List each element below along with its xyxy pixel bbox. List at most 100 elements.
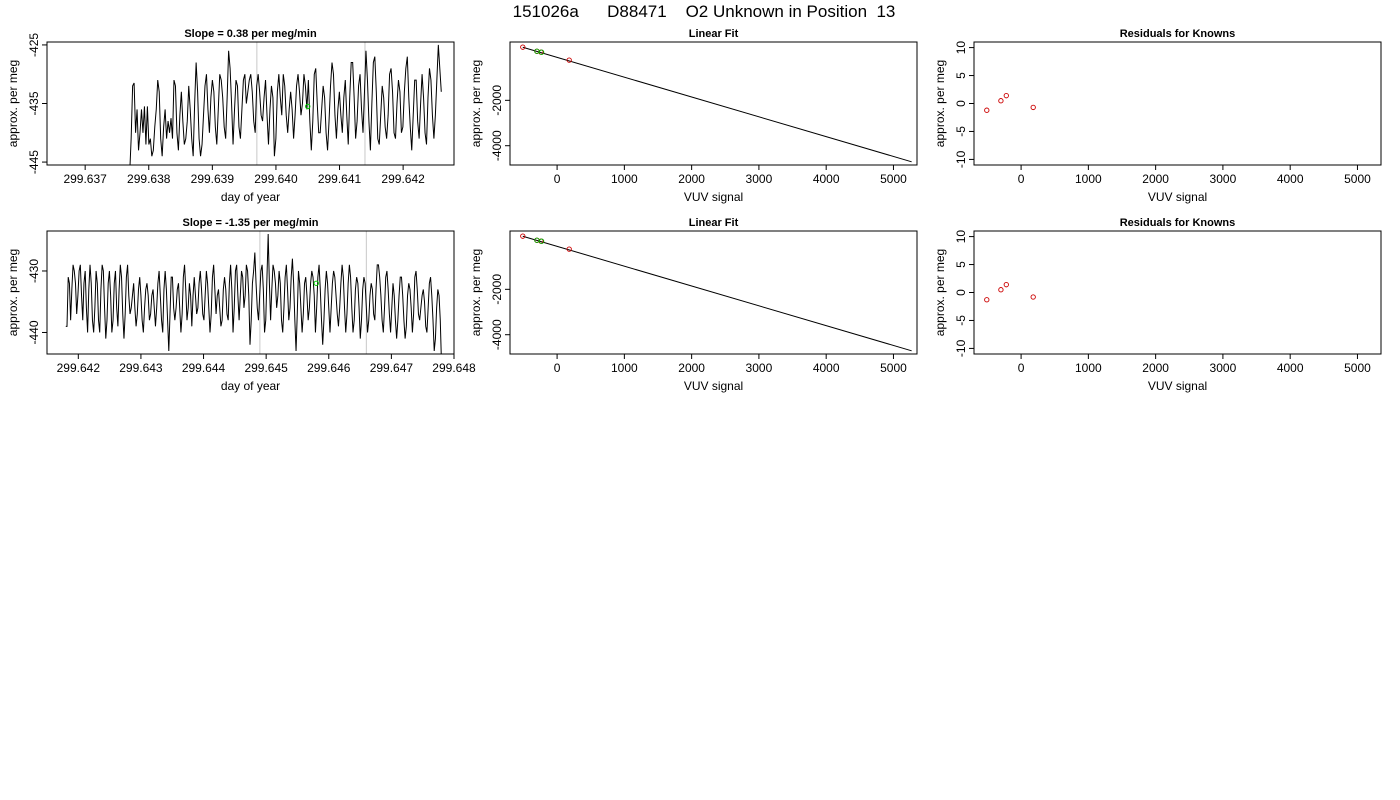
x-tick-label: 299.648 (432, 361, 476, 375)
y-axis-label: approx. per meg (469, 60, 483, 147)
chart-panel-linfit_top: Linear Fit 0 1000 2000 3000 4000 5000 -4000 -200… (469, 28, 918, 204)
y-axis-label: approx. per meg (933, 249, 947, 336)
x-tick-label: 299.642 (57, 361, 101, 375)
x-tick-label: 299.638 (127, 172, 171, 186)
x-axis-label: VUV signal (684, 190, 743, 204)
panel-title: Slope = 0.38 per meg/min (184, 28, 317, 40)
x-tick-label: 0 (554, 172, 561, 186)
x-tick-label: 299.645 (244, 361, 288, 375)
data-point-red (566, 246, 572, 252)
y-tick-label: -445 (27, 150, 41, 174)
panel-data (129, 42, 442, 165)
data-point-red (998, 287, 1004, 293)
data-point-red (520, 233, 526, 239)
y-tick-label: 5 (954, 72, 968, 79)
x-tick-label: 1000 (611, 172, 638, 186)
data-point-red (1003, 282, 1009, 288)
x-tick-label: 3000 (746, 361, 773, 375)
x-tick-label: 2000 (1142, 172, 1169, 186)
x-tick-label: 299.640 (254, 172, 298, 186)
fit-line (522, 46, 912, 163)
x-tick-label: 4000 (1277, 361, 1304, 375)
x-tick-label: 299.643 (119, 361, 163, 375)
panel-title: Residuals for Knowns (1120, 217, 1236, 229)
chart-panels: Slope = 0.38 per meg/min 299.637 299.638 29… (6, 28, 1382, 393)
y-tick-label: 5 (954, 261, 968, 268)
data-point-green (534, 237, 540, 243)
panel-data (984, 93, 1036, 113)
x-axis-label: VUV signal (684, 379, 743, 393)
x-tick-label: 3000 (1210, 361, 1237, 375)
data-point-red (998, 98, 1004, 104)
x-tick-label: 4000 (813, 361, 840, 375)
chart-panel-resid_bottom: Residuals for Knowns 0 1000 2000 3000 4000 500… (933, 217, 1382, 393)
y-tick-label: 0 (954, 289, 968, 296)
x-tick-label: 299.639 (191, 172, 235, 186)
x-tick-label: 299.637 (63, 172, 107, 186)
y-axis-label: approx. per meg (933, 60, 947, 147)
x-tick-label: 299.642 (381, 172, 425, 186)
x-tick-label: 0 (554, 361, 561, 375)
data-point-green (538, 238, 545, 244)
y-tick-label: -425 (27, 33, 41, 57)
x-tick-label: 4000 (813, 172, 840, 186)
data-point-green (534, 48, 540, 54)
chart-panel-drift_top: Slope = 0.38 per meg/min 299.637 299.638 29… (6, 28, 455, 204)
panel-title: Residuals for Knowns (1120, 28, 1236, 40)
y-tick-label: 10 (954, 230, 968, 244)
x-tick-label: 299.641 (318, 172, 362, 186)
x-axis-label: day of year (221, 190, 280, 204)
x-tick-label: 5000 (880, 361, 907, 375)
panel-data (984, 282, 1036, 303)
x-axis-label: VUV signal (1148, 190, 1207, 204)
data-point-red (1030, 104, 1036, 111)
data-point-red (984, 107, 990, 113)
x-tick-label: 299.644 (182, 361, 226, 375)
x-tick-label: 4000 (1277, 172, 1304, 186)
x-tick-label: 1000 (1075, 172, 1102, 186)
x-tick-label: 1000 (1075, 361, 1102, 375)
x-tick-label: 5000 (1344, 172, 1371, 186)
x-tick-label: 299.647 (370, 361, 414, 375)
y-tick-label: -2000 (490, 274, 504, 305)
data-point-green (313, 280, 319, 286)
series-line (65, 234, 442, 354)
chart-panel-drift_bottom: Slope = -1.35 per meg/min 299.642 299.643 2… (6, 217, 476, 393)
y-tick-label: -2000 (490, 85, 504, 116)
panel-data (65, 231, 442, 354)
x-axis-label: day of year (221, 379, 280, 393)
x-tick-label: 3000 (1210, 172, 1237, 186)
x-tick-label: 2000 (678, 172, 705, 186)
y-axis-label: approx. per meg (6, 249, 20, 336)
panel-title: Slope = -1.35 per meg/min (182, 217, 318, 229)
x-axis-label: VUV signal (1148, 379, 1207, 393)
panel-title: Linear Fit (689, 217, 739, 229)
figure-title: 151026a D88471 O2 Unknown in Position 13 (513, 2, 896, 21)
plot-frame (46, 230, 455, 355)
y-tick-label: -435 (27, 91, 41, 115)
series-line (129, 44, 442, 165)
x-tick-label: 0 (1018, 361, 1025, 375)
y-tick-label: -5 (954, 126, 968, 137)
data-point-green (538, 49, 545, 55)
y-tick-label: -5 (954, 315, 968, 326)
panel-data (520, 44, 912, 163)
chart-panel-resid_top: Residuals for Knowns 0 1000 2000 3000 4000 500… (933, 28, 1382, 204)
chart-panel-linfit_bottom: Linear Fit 0 1000 2000 3000 4000 5000 -4000 -200… (469, 217, 918, 393)
y-axis-label: approx. per meg (469, 249, 483, 336)
y-axis-label: approx. per meg (6, 60, 20, 147)
data-point-red (1003, 93, 1009, 99)
x-tick-label: 299.646 (307, 361, 351, 375)
data-point-green (305, 103, 311, 110)
plot-frame (509, 41, 918, 166)
x-tick-label: 0 (1018, 172, 1025, 186)
x-tick-label: 2000 (1142, 361, 1169, 375)
panel-data (520, 233, 912, 352)
panel-title: Linear Fit (689, 28, 739, 40)
x-tick-label: 5000 (880, 172, 907, 186)
y-tick-label: -10 (954, 339, 968, 357)
x-tick-label: 5000 (1344, 361, 1371, 375)
x-tick-label: 3000 (746, 172, 773, 186)
y-tick-label: 0 (954, 100, 968, 107)
data-point-red (566, 57, 572, 63)
